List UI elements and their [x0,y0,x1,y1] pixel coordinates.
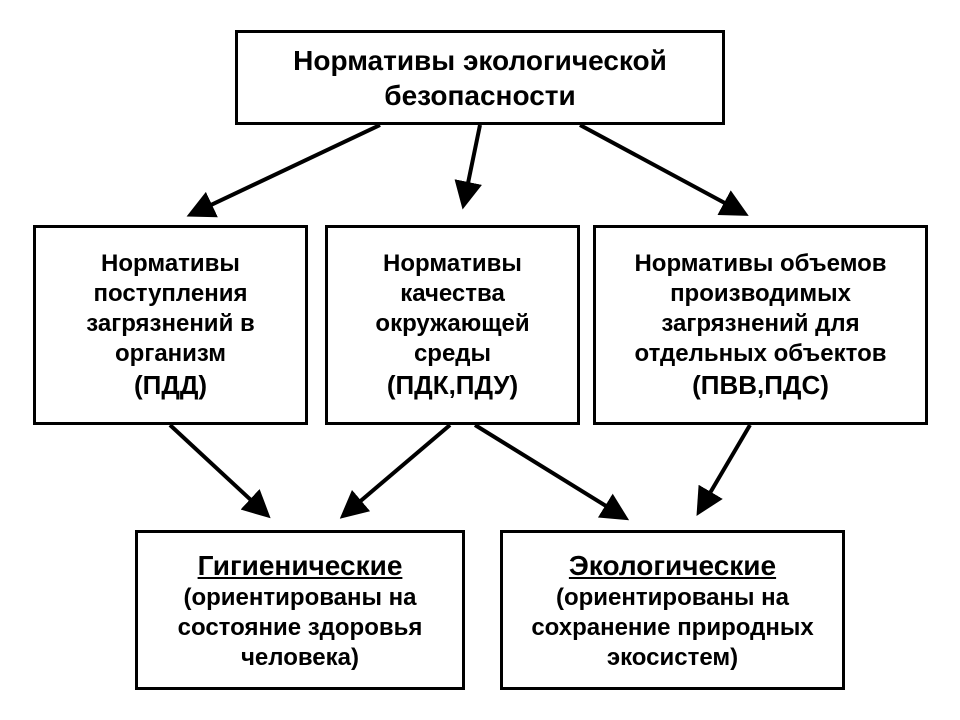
edge-arrow [345,425,450,514]
node-text-line: среды [414,339,491,369]
node-text-line: состояние здоровья [178,613,423,643]
node-text-line: безопасности [384,78,575,113]
node-text-line: человека) [241,643,359,673]
edge-arrow [475,425,623,516]
node-text-line: загрязнений для [661,309,859,339]
node-text-line: сохранение природных [531,613,813,643]
node-text-line: экосистем) [607,643,738,673]
node-bold-line: (ПДД) [134,369,207,402]
node-bold-line: (ПВВ,ПДС) [692,369,829,402]
node-text-line: Нормативы экологической [293,43,667,78]
node-text-line: производимых [670,279,851,309]
edge-arrow [193,125,380,213]
node-text-line: Нормативы [383,249,522,279]
edge-arrow [170,425,265,513]
node-text-line: качества [400,279,505,309]
node-text-line: поступления [94,279,248,309]
node-text-line: Нормативы [101,249,240,279]
node-root: Нормативы экологическойбезопасности [235,30,725,125]
node-bold-line: (ПДК,ПДУ) [387,369,518,402]
diagram-canvas: Нормативы экологическойбезопасности Норм… [0,0,960,720]
node-text-line: отдельных объектов [635,339,887,369]
node-text-line: загрязнений в [86,309,255,339]
node-text-line: (ориентированы на [556,583,789,613]
node-text-line: организм [115,339,226,369]
edge-arrow [700,425,750,510]
node-pdd: Нормативыпоступлениязагрязнений ворганиз… [33,225,308,425]
node-text-line: Нормативы объемов [634,249,886,279]
node-text-line: окружающей [375,309,529,339]
node-hygienic: Гигиенические(ориентированы насостояние … [135,530,465,690]
node-pdk-pdu: Нормативыкачестваокружающейсреды(ПДК,ПДУ… [325,225,580,425]
edge-arrow [580,125,742,213]
node-text-line: (ориентированы на [183,583,416,613]
node-pvv-pds: Нормативы объемовпроизводимыхзагрязнений… [593,225,928,425]
node-ecological: Экологические(ориентированы насохранение… [500,530,845,690]
node-text-line: Гигиенические [198,548,403,583]
node-text-line: Экологические [569,548,776,583]
edge-arrow [464,125,480,202]
